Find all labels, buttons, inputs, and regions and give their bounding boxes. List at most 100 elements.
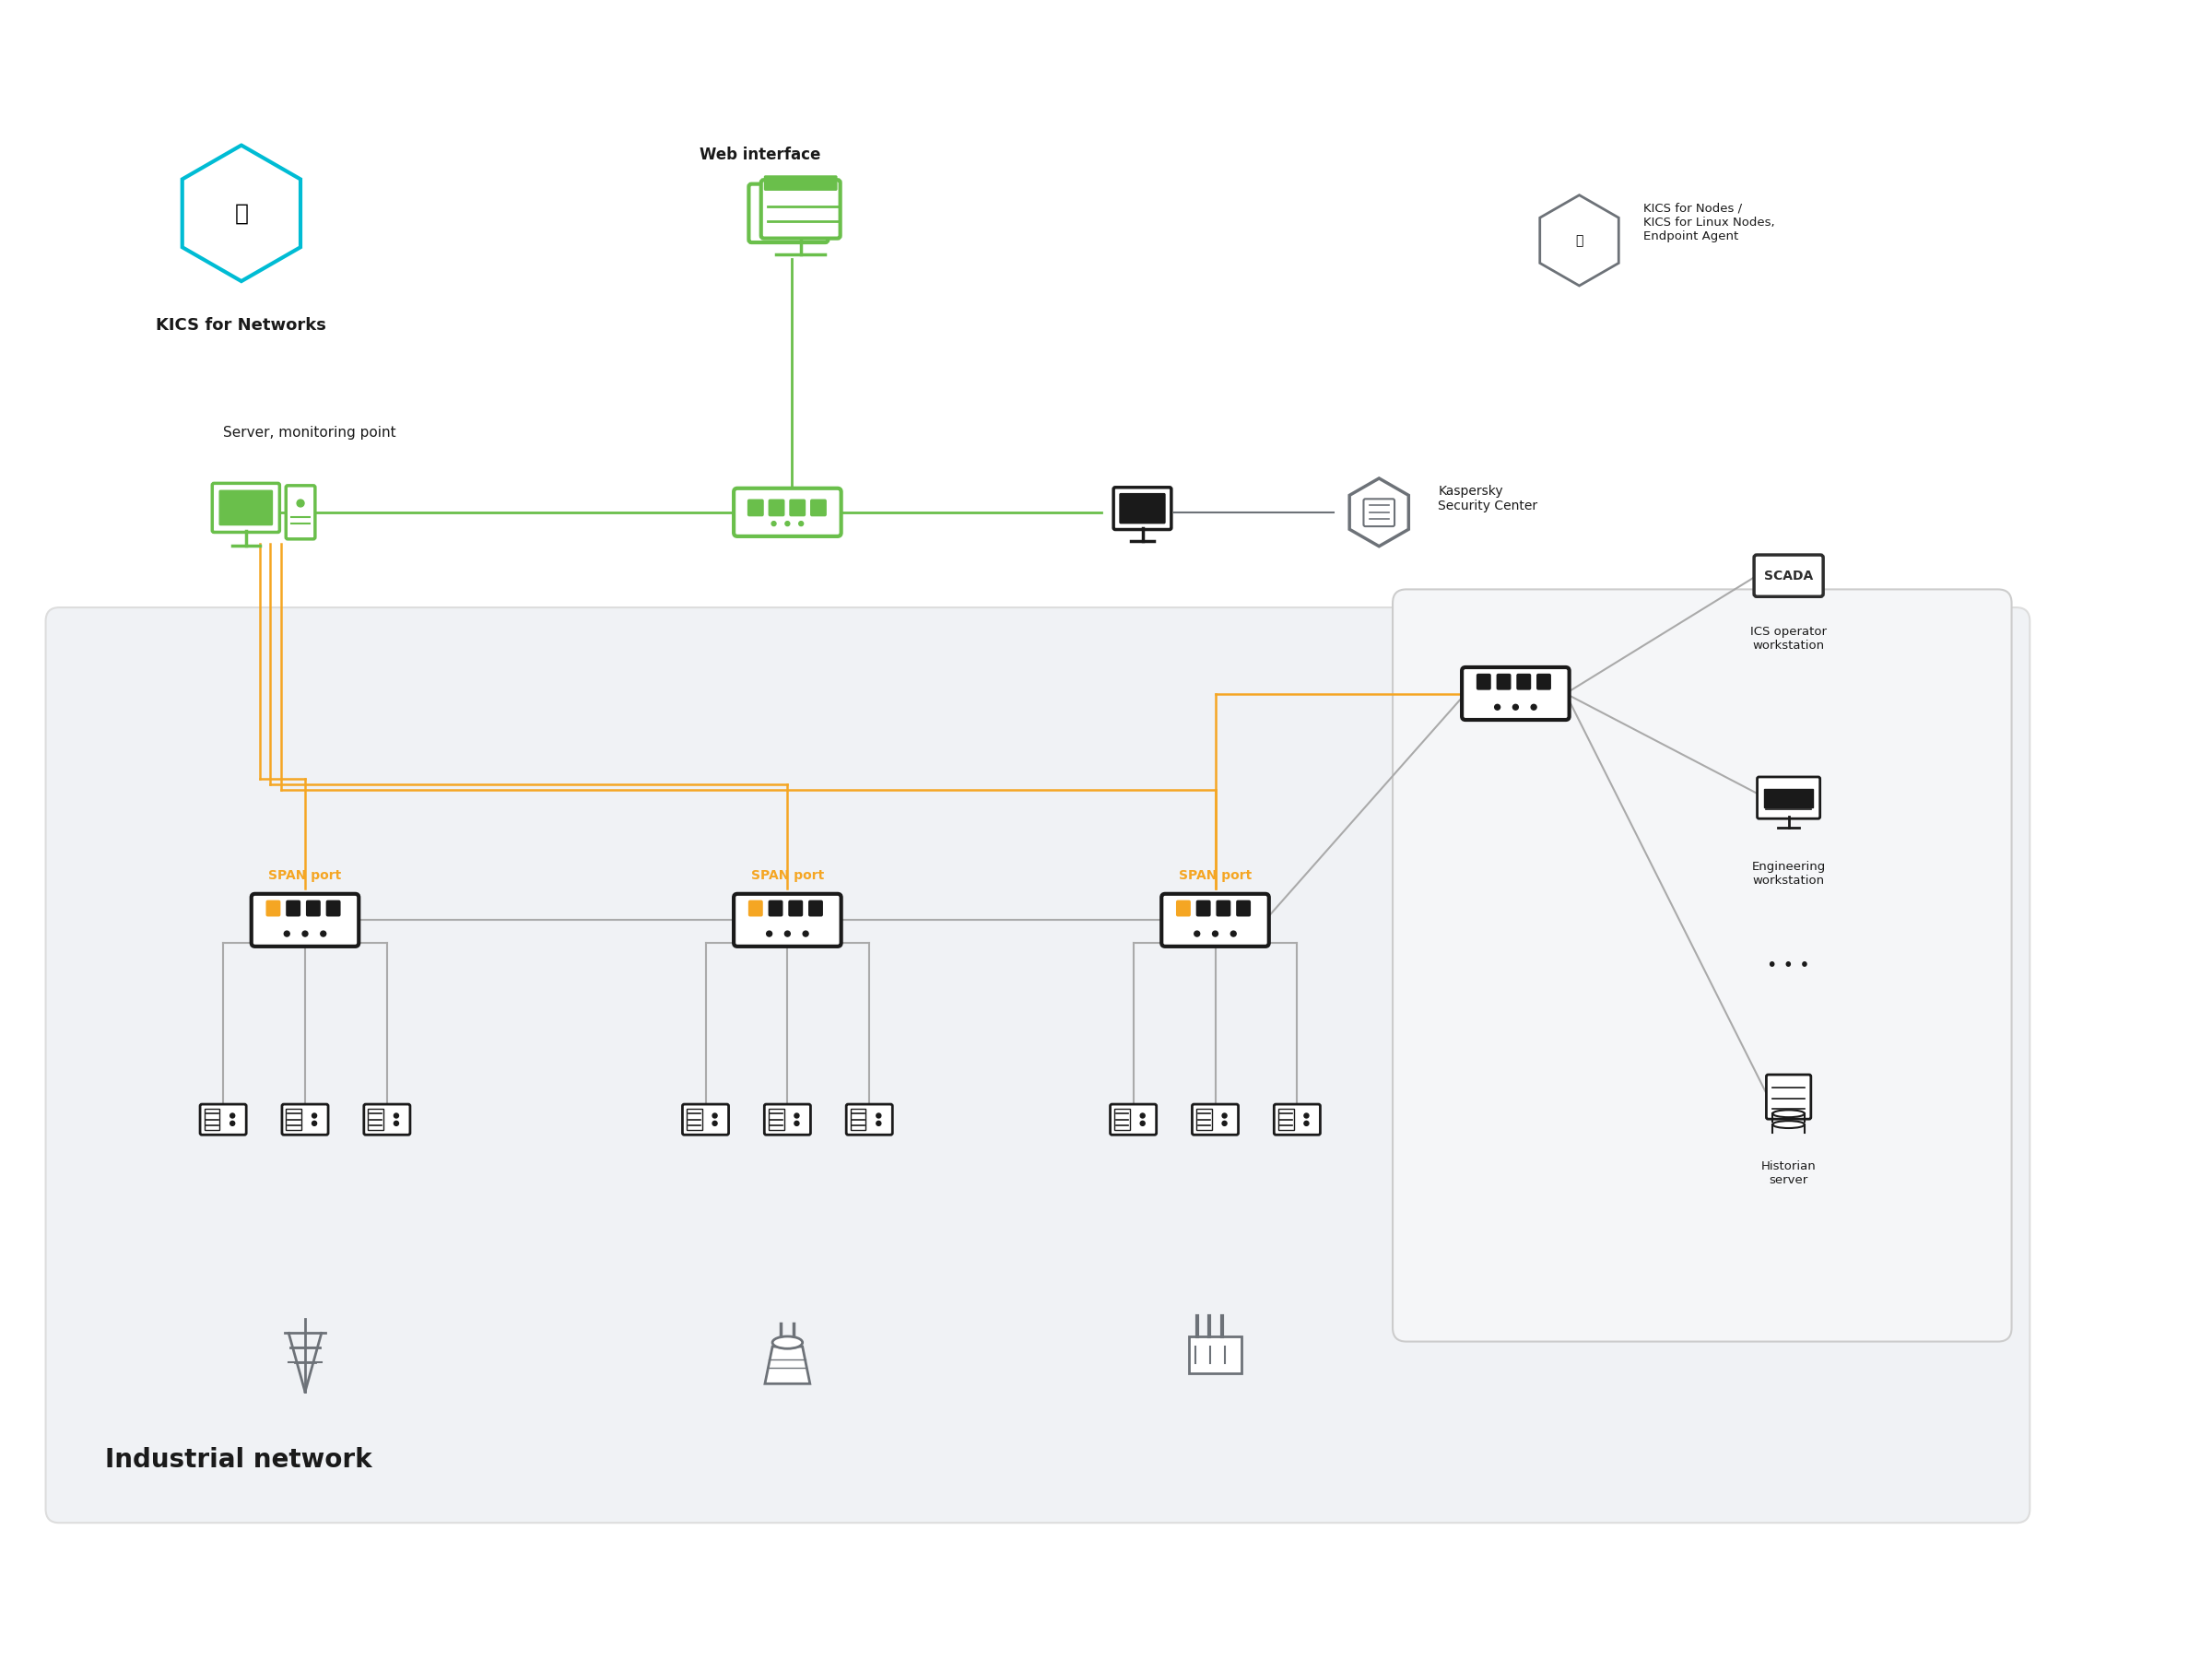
FancyBboxPatch shape <box>1115 1110 1130 1130</box>
FancyBboxPatch shape <box>765 1105 810 1135</box>
FancyBboxPatch shape <box>750 184 827 242</box>
FancyBboxPatch shape <box>1394 589 2011 1342</box>
Circle shape <box>1139 1113 1146 1118</box>
Text: Historian
server: Historian server <box>1761 1160 1816 1186</box>
Circle shape <box>785 521 790 526</box>
Circle shape <box>1305 1121 1310 1126</box>
FancyBboxPatch shape <box>770 901 783 916</box>
Text: Server, monitoring point: Server, monitoring point <box>223 426 396 440</box>
FancyBboxPatch shape <box>734 894 841 946</box>
FancyBboxPatch shape <box>1765 788 1812 808</box>
Text: Engineering
workstation: Engineering workstation <box>1752 861 1825 888</box>
Circle shape <box>1513 705 1517 710</box>
Circle shape <box>876 1121 880 1126</box>
Circle shape <box>794 1113 799 1118</box>
Text: SPAN port: SPAN port <box>268 869 341 883</box>
FancyBboxPatch shape <box>1197 901 1210 916</box>
Circle shape <box>312 1113 316 1118</box>
Circle shape <box>772 521 776 526</box>
FancyBboxPatch shape <box>285 1110 301 1130</box>
Circle shape <box>785 931 790 936</box>
FancyBboxPatch shape <box>1237 901 1250 916</box>
Circle shape <box>712 1113 717 1118</box>
FancyBboxPatch shape <box>1119 494 1166 523</box>
Text: 🔒: 🔒 <box>1575 234 1584 247</box>
FancyBboxPatch shape <box>790 901 803 916</box>
Text: SCADA: SCADA <box>1765 569 1814 582</box>
FancyBboxPatch shape <box>734 488 841 536</box>
FancyBboxPatch shape <box>1756 776 1820 818</box>
Circle shape <box>1194 931 1199 936</box>
FancyBboxPatch shape <box>768 1110 783 1130</box>
FancyBboxPatch shape <box>1192 1105 1239 1135</box>
FancyBboxPatch shape <box>748 499 763 516</box>
Circle shape <box>712 1121 717 1126</box>
FancyBboxPatch shape <box>1537 675 1551 688</box>
Text: KICS for Nodes /
KICS for Linux Nodes,
Endpoint Agent: KICS for Nodes / KICS for Linux Nodes, E… <box>1644 202 1774 242</box>
Circle shape <box>1531 705 1537 710</box>
FancyBboxPatch shape <box>327 901 341 916</box>
Circle shape <box>876 1113 880 1118</box>
Circle shape <box>1230 931 1237 936</box>
Polygon shape <box>1188 1337 1241 1374</box>
Circle shape <box>1495 705 1500 710</box>
FancyBboxPatch shape <box>1478 675 1491 688</box>
Circle shape <box>230 1121 234 1126</box>
FancyBboxPatch shape <box>790 499 805 516</box>
Text: 🏭: 🏭 <box>234 202 248 224</box>
FancyBboxPatch shape <box>281 1105 327 1135</box>
FancyBboxPatch shape <box>307 901 321 916</box>
Circle shape <box>1223 1113 1228 1118</box>
FancyBboxPatch shape <box>849 1110 865 1130</box>
Circle shape <box>394 1121 398 1126</box>
Circle shape <box>768 931 772 936</box>
FancyBboxPatch shape <box>219 491 272 524</box>
FancyBboxPatch shape <box>1217 901 1230 916</box>
FancyBboxPatch shape <box>1274 1105 1321 1135</box>
FancyBboxPatch shape <box>810 901 823 916</box>
Circle shape <box>803 931 807 936</box>
FancyBboxPatch shape <box>761 179 841 239</box>
Circle shape <box>1223 1121 1228 1126</box>
FancyBboxPatch shape <box>684 1105 728 1135</box>
FancyBboxPatch shape <box>812 499 825 516</box>
Circle shape <box>394 1113 398 1118</box>
FancyBboxPatch shape <box>686 1110 701 1130</box>
Polygon shape <box>765 1347 810 1384</box>
FancyBboxPatch shape <box>1161 894 1270 946</box>
FancyBboxPatch shape <box>285 486 314 539</box>
FancyBboxPatch shape <box>367 1110 383 1130</box>
Circle shape <box>1139 1121 1146 1126</box>
Text: SPAN port: SPAN port <box>750 869 823 883</box>
Circle shape <box>312 1121 316 1126</box>
FancyBboxPatch shape <box>1517 675 1531 688</box>
Text: ICS operator
workstation: ICS operator workstation <box>1750 625 1827 652</box>
Polygon shape <box>181 146 301 280</box>
Circle shape <box>303 931 307 936</box>
FancyBboxPatch shape <box>1177 901 1190 916</box>
Text: KICS for Networks: KICS for Networks <box>157 317 327 333</box>
FancyBboxPatch shape <box>1197 1110 1212 1130</box>
FancyBboxPatch shape <box>199 1105 246 1135</box>
Circle shape <box>1212 931 1219 936</box>
FancyBboxPatch shape <box>770 499 783 516</box>
FancyBboxPatch shape <box>1110 1105 1157 1135</box>
Ellipse shape <box>772 1337 803 1349</box>
FancyBboxPatch shape <box>1498 675 1511 688</box>
FancyBboxPatch shape <box>204 1110 219 1130</box>
FancyBboxPatch shape <box>847 1105 891 1135</box>
Circle shape <box>283 931 290 936</box>
FancyBboxPatch shape <box>1279 1110 1294 1130</box>
FancyBboxPatch shape <box>1363 499 1394 526</box>
FancyBboxPatch shape <box>288 901 299 916</box>
FancyBboxPatch shape <box>212 483 279 533</box>
Polygon shape <box>1349 478 1409 546</box>
Circle shape <box>799 521 803 526</box>
Ellipse shape <box>1772 1121 1805 1128</box>
Text: Industrial network: Industrial network <box>104 1447 372 1473</box>
FancyBboxPatch shape <box>765 176 836 191</box>
Circle shape <box>321 931 325 936</box>
FancyBboxPatch shape <box>46 607 2031 1523</box>
FancyBboxPatch shape <box>268 901 279 916</box>
Text: SPAN port: SPAN port <box>1179 869 1252 883</box>
